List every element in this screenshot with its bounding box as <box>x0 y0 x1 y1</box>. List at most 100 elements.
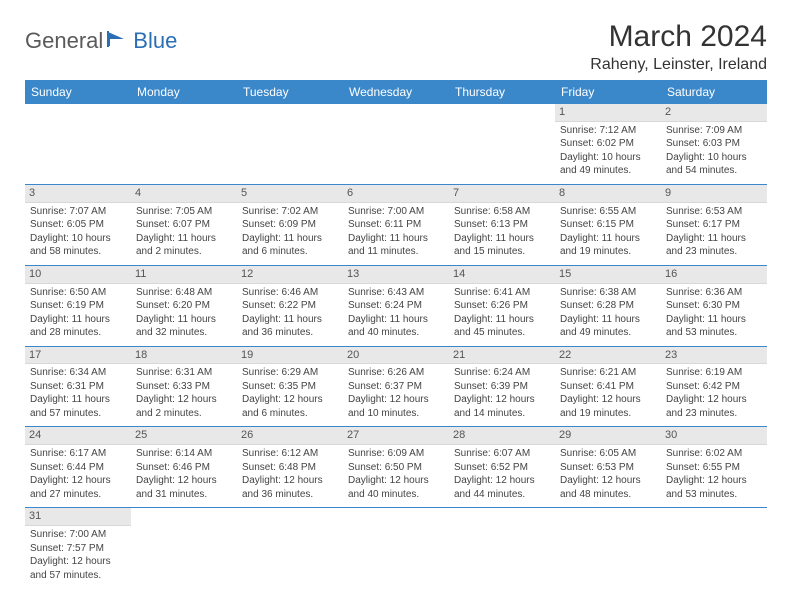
calendar-cell: 11Sunrise: 6:48 AMSunset: 6:20 PMDayligh… <box>131 265 237 346</box>
calendar-cell: 4Sunrise: 7:05 AMSunset: 6:07 PMDaylight… <box>131 184 237 265</box>
day-number: 8 <box>555 185 661 203</box>
sunrise-text: Sunrise: 7:02 AM <box>242 205 338 219</box>
sunset-text: Sunset: 6:30 PM <box>666 299 762 313</box>
calendar-cell: 3 Sunrise: 7:07 AMSunset: 6:05 PMDaylight… <box>25 184 131 265</box>
daylight-text: Daylight: 10 hours and 58 minutes. <box>30 232 126 259</box>
day-number: 12 <box>237 266 343 284</box>
calendar-cell: 7Sunrise: 6:58 AMSunset: 6:13 PMDaylight… <box>449 184 555 265</box>
calendar-cell <box>25 104 131 184</box>
daylight-text: Daylight: 12 hours and 14 minutes. <box>454 393 550 420</box>
calendar-cell: 12 Sunrise: 6:46 AMSunset: 6:22 PMDayligh… <box>237 265 343 346</box>
daylight-text: Daylight: 11 hours and 49 minutes. <box>560 313 656 340</box>
title-block: March 2024 Raheny, Leinster, Ireland <box>590 20 767 74</box>
day-number: 16 <box>661 266 767 284</box>
sunset-text: Sunset: 6:48 PM <box>242 461 338 475</box>
day-number: 14 <box>449 266 555 284</box>
calendar-row: 17Sunrise: 6:34 AMSunset: 6:31 PMDayligh… <box>25 346 767 427</box>
day-number: 24 <box>25 427 131 445</box>
calendar-cell: 9Sunrise: 6:53 AMSunset: 6:17 PMDaylight… <box>661 184 767 265</box>
daylight-text: Daylight: 11 hours and 19 minutes. <box>560 232 656 259</box>
logo-text-general: General <box>25 28 103 54</box>
sunrise-text: Sunrise: 7:07 AM <box>30 205 126 219</box>
calendar-cell: 26Sunrise: 6:12 AMSunset: 6:48 PMDayligh… <box>237 427 343 508</box>
logo-text-blue: Blue <box>133 28 177 54</box>
day-header: Wednesday <box>343 80 449 104</box>
sunrise-text: Sunrise: 7:09 AM <box>666 124 762 138</box>
sunset-text: Sunset: 6:37 PM <box>348 380 444 394</box>
daylight-text: Daylight: 12 hours and 44 minutes. <box>454 474 550 501</box>
sunrise-text: Sunrise: 6:46 AM <box>242 286 338 300</box>
calendar-cell: 28 Sunrise: 6:07 AMSunset: 6:52 PMDayligh… <box>449 427 555 508</box>
daylight-text: Daylight: 11 hours and 57 minutes. <box>30 393 126 420</box>
calendar-cell: 18Sunrise: 6:31 AMSunset: 6:33 PMDayligh… <box>131 346 237 427</box>
sunset-text: Sunset: 6:05 PM <box>30 218 126 232</box>
sunset-text: Sunset: 6:09 PM <box>242 218 338 232</box>
sunset-text: Sunset: 6:46 PM <box>136 461 232 475</box>
sunset-text: Sunset: 6:55 PM <box>666 461 762 475</box>
daylight-text: Daylight: 11 hours and 40 minutes. <box>348 313 444 340</box>
calendar-cell: 27Sunrise: 6:09 AMSunset: 6:50 PMDayligh… <box>343 427 449 508</box>
day-header: Sunday <box>25 80 131 104</box>
sunset-text: Sunset: 6:41 PM <box>560 380 656 394</box>
sunrise-text: Sunrise: 6:43 AM <box>348 286 444 300</box>
sunrise-text: Sunrise: 6:53 AM <box>666 205 762 219</box>
sunrise-text: Sunrise: 6:26 AM <box>348 366 444 380</box>
daylight-text: Daylight: 12 hours and 40 minutes. <box>348 474 444 501</box>
daylight-text: Daylight: 12 hours and 10 minutes. <box>348 393 444 420</box>
calendar-cell: 2Sunrise: 7:09 AMSunset: 6:03 PMDaylight… <box>661 104 767 184</box>
sunrise-text: Sunrise: 6:14 AM <box>136 447 232 461</box>
sunrise-text: Sunrise: 6:34 AM <box>30 366 126 380</box>
calendar-cell: 25Sunrise: 6:14 AMSunset: 6:46 PMDayligh… <box>131 427 237 508</box>
calendar-row: 3Sunrise: 7:07 AMSunset: 6:05 PMDaylight… <box>25 184 767 265</box>
day-number: 31 <box>25 508 131 526</box>
flag-icon <box>107 30 129 53</box>
day-number: 20 <box>343 347 449 365</box>
day-number: 27 <box>343 427 449 445</box>
day-header: Tuesday <box>237 80 343 104</box>
calendar-cell <box>343 104 449 184</box>
day-number: 28 <box>449 427 555 445</box>
sunset-text: Sunset: 6:53 PM <box>560 461 656 475</box>
sunset-text: Sunset: 6:52 PM <box>454 461 550 475</box>
calendar-cell <box>661 508 767 588</box>
sunset-text: Sunset: 6:26 PM <box>454 299 550 313</box>
daylight-text: Daylight: 11 hours and 23 minutes. <box>666 232 762 259</box>
sunrise-text: Sunrise: 6:36 AM <box>666 286 762 300</box>
calendar-cell: 15Sunrise: 6:38 AMSunset: 6:28 PMDayligh… <box>555 265 661 346</box>
daylight-text: Daylight: 11 hours and 6 minutes. <box>242 232 338 259</box>
day-number: 15 <box>555 266 661 284</box>
daylight-text: Daylight: 12 hours and 6 minutes. <box>242 393 338 420</box>
sunset-text: Sunset: 6:22 PM <box>242 299 338 313</box>
calendar-cell <box>237 104 343 184</box>
daylight-text: Daylight: 12 hours and 27 minutes. <box>30 474 126 501</box>
day-number: 6 <box>343 185 449 203</box>
daylight-text: Daylight: 11 hours and 53 minutes. <box>666 313 762 340</box>
sunset-text: Sunset: 6:02 PM <box>560 137 656 151</box>
month-title: March 2024 <box>590 20 767 54</box>
calendar-cell: 30Sunrise: 6:02 AMSunset: 6:55 PMDayligh… <box>661 427 767 508</box>
calendar-cell: 23Sunrise: 6:19 AMSunset: 6:42 PMDayligh… <box>661 346 767 427</box>
calendar-cell <box>343 508 449 588</box>
daylight-text: Daylight: 12 hours and 19 minutes. <box>560 393 656 420</box>
calendar-cell: 21Sunrise: 6:24 AMSunset: 6:39 PMDayligh… <box>449 346 555 427</box>
daylight-text: Daylight: 12 hours and 23 minutes. <box>666 393 762 420</box>
sunset-text: Sunset: 6:07 PM <box>136 218 232 232</box>
sunrise-text: Sunrise: 6:07 AM <box>454 447 550 461</box>
logo: General Blue <box>25 28 177 54</box>
sunrise-text: Sunrise: 6:19 AM <box>666 366 762 380</box>
day-number: 3 <box>25 185 131 203</box>
sunset-text: Sunset: 6:31 PM <box>30 380 126 394</box>
sunrise-text: Sunrise: 6:05 AM <box>560 447 656 461</box>
daylight-text: Daylight: 11 hours and 36 minutes. <box>242 313 338 340</box>
day-header: Thursday <box>449 80 555 104</box>
calendar-cell <box>449 104 555 184</box>
calendar-cell <box>131 104 237 184</box>
daylight-text: Daylight: 12 hours and 57 minutes. <box>30 555 126 582</box>
day-number: 5 <box>237 185 343 203</box>
daylight-text: Daylight: 11 hours and 11 minutes. <box>348 232 444 259</box>
day-number: 7 <box>449 185 555 203</box>
sunrise-text: Sunrise: 6:29 AM <box>242 366 338 380</box>
calendar-cell: 1Sunrise: 7:12 AMSunset: 6:02 PMDaylight… <box>555 104 661 184</box>
calendar-cell: 17Sunrise: 6:34 AMSunset: 6:31 PMDayligh… <box>25 346 131 427</box>
daylight-text: Daylight: 11 hours and 28 minutes. <box>30 313 126 340</box>
